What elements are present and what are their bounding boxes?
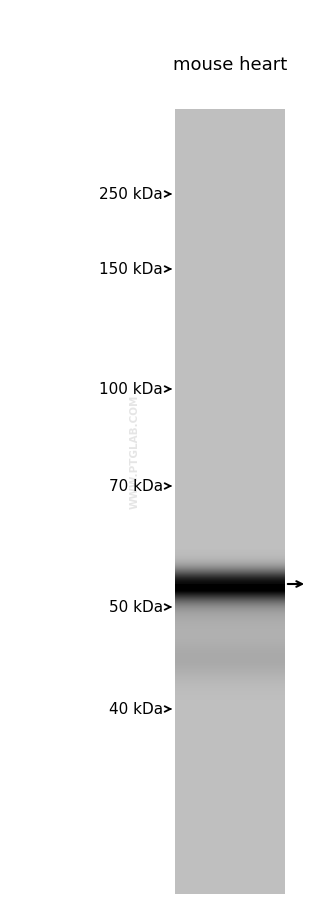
Text: WWW.PTGLAB.COM: WWW.PTGLAB.COM: [130, 394, 140, 508]
Text: 250 kDa: 250 kDa: [99, 188, 163, 202]
Text: 70 kDa: 70 kDa: [109, 479, 163, 494]
Text: mouse heart: mouse heart: [173, 56, 287, 74]
Text: 100 kDa: 100 kDa: [99, 382, 163, 397]
Text: 50 kDa: 50 kDa: [109, 600, 163, 615]
Text: 150 kDa: 150 kDa: [99, 262, 163, 277]
Text: 40 kDa: 40 kDa: [109, 702, 163, 717]
